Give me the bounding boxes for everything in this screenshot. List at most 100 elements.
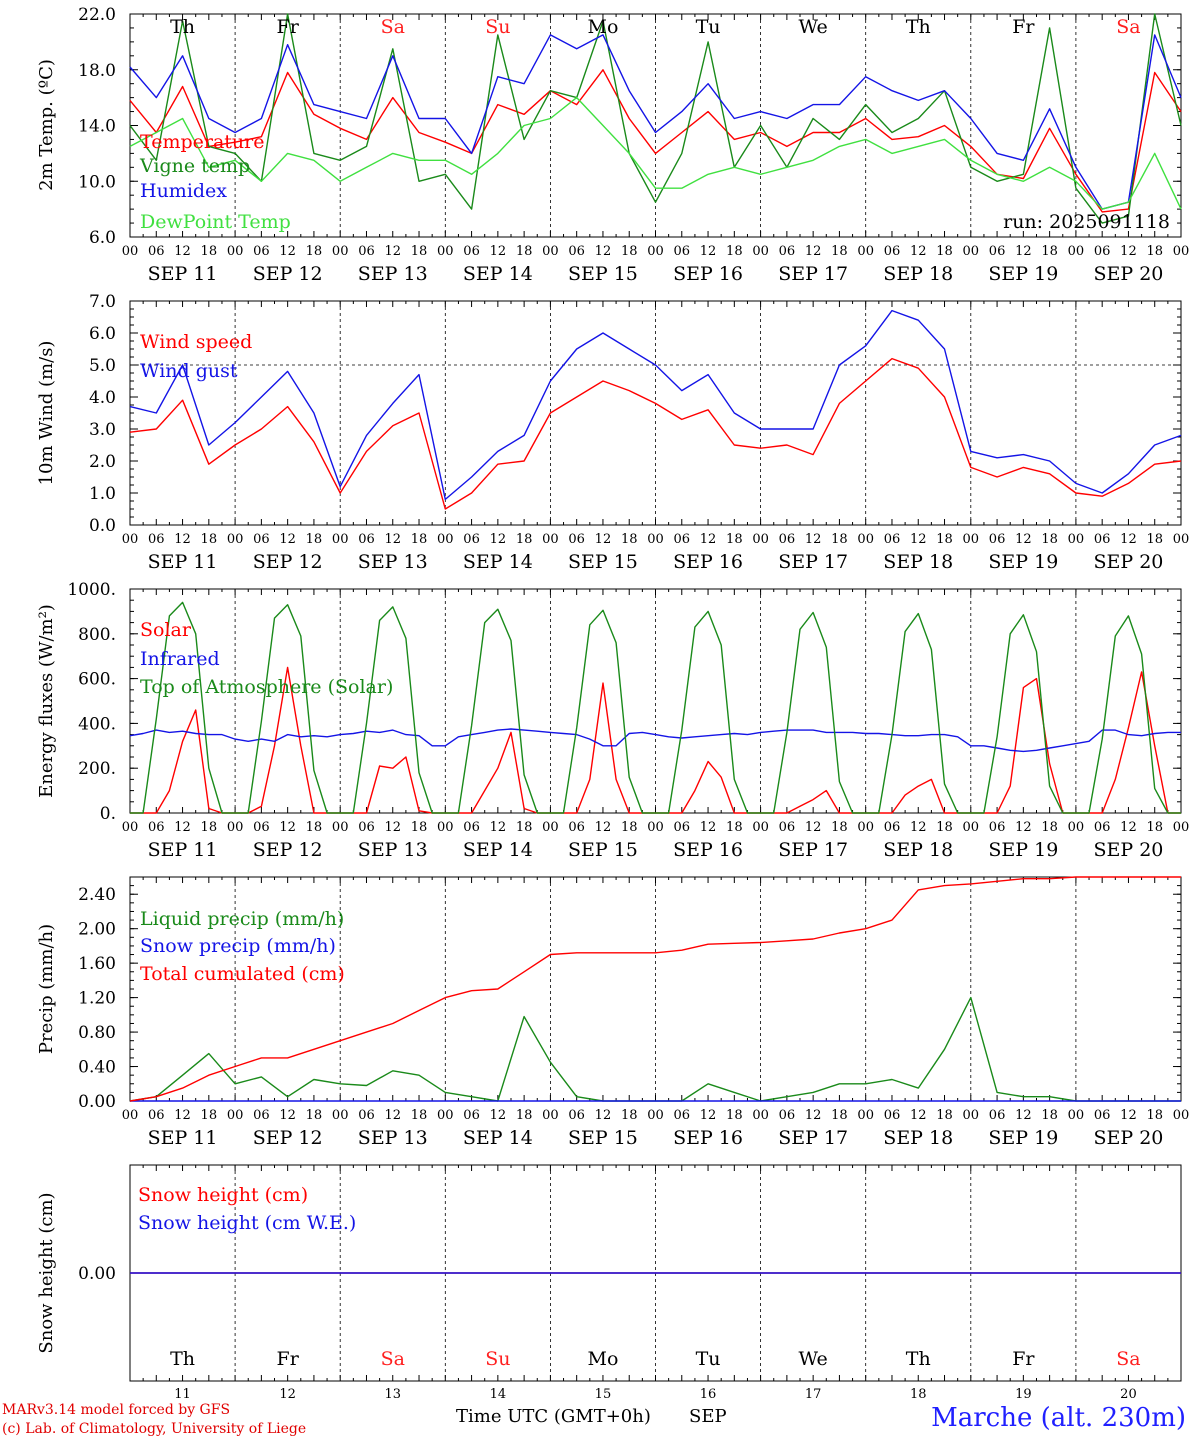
date-label: SEP 12 <box>253 839 323 861</box>
y-tick-label: 14.0 <box>78 117 116 137</box>
hour-tick-label: 12 <box>490 244 507 259</box>
hour-tick-label: 18 <box>516 532 533 547</box>
day-number-label: 15 <box>595 1387 612 1402</box>
date-label: SEP 18 <box>883 551 953 573</box>
date-label: SEP 12 <box>253 551 323 573</box>
date-label: SEP 15 <box>568 263 638 285</box>
date-label: SEP 16 <box>673 1127 743 1149</box>
y-tick-label: 0.00 <box>78 1264 116 1284</box>
hour-tick-label: 18 <box>726 1108 743 1123</box>
hour-tick-label: 00 <box>332 244 349 259</box>
hour-tick-label: 18 <box>621 1108 638 1123</box>
hour-tick-label: 00 <box>227 1108 244 1123</box>
weekday-label: Fr <box>277 1348 300 1370</box>
hour-tick-label: 12 <box>910 820 927 835</box>
y-tick-label: 22.0 <box>78 5 116 25</box>
weekday-label: Th <box>906 1348 931 1370</box>
hour-tick-label: 12 <box>384 532 401 547</box>
hour-tick-label: 00 <box>437 1108 454 1123</box>
hour-tick-label: 00 <box>857 532 874 547</box>
hour-tick-label: 00 <box>542 1108 559 1123</box>
day-number-label: 13 <box>384 1387 401 1402</box>
date-label: SEP 17 <box>778 1127 848 1149</box>
weekday-label: Tu <box>696 16 721 38</box>
hour-tick-label: 12 <box>384 1108 401 1123</box>
hour-tick-label: 06 <box>463 820 480 835</box>
hour-tick-label: 18 <box>1146 244 1163 259</box>
hour-tick-label: 06 <box>1094 1108 1111 1123</box>
hour-tick-label: 18 <box>516 244 533 259</box>
hour-tick-label: 18 <box>1041 1108 1058 1123</box>
legend-label: Total cumulated (cm) <box>140 963 345 985</box>
day-number-label: 11 <box>174 1387 191 1402</box>
y-tick-label: 600. <box>78 670 116 690</box>
legend-label: Top of Atmosphere (Solar) <box>140 676 393 698</box>
hour-tick-label: 12 <box>1015 532 1032 547</box>
date-label: SEP 19 <box>988 839 1058 861</box>
hour-tick-label: 12 <box>279 244 296 259</box>
day-number-label: 14 <box>490 1387 507 1402</box>
hour-tick-label: 12 <box>1015 1108 1032 1123</box>
hour-tick-label: 12 <box>700 1108 717 1123</box>
day-number-label: 18 <box>910 1387 927 1402</box>
hour-tick-label: 00 <box>332 820 349 835</box>
weekday-label: We <box>799 1348 828 1370</box>
y-tick-label: 0.40 <box>78 1058 116 1078</box>
hour-tick-label: 18 <box>411 820 428 835</box>
weekday-label: Mo <box>587 1348 618 1370</box>
hour-tick-label: 12 <box>910 1108 927 1123</box>
date-label: SEP 17 <box>778 839 848 861</box>
hour-tick-label: 06 <box>779 244 796 259</box>
hour-tick-label: 12 <box>1015 244 1032 259</box>
hour-tick-label: 12 <box>1120 820 1137 835</box>
hour-tick-label: 00 <box>122 820 139 835</box>
hour-tick-label: 12 <box>805 532 822 547</box>
hour-tick-label: 06 <box>674 244 691 259</box>
hour-tick-label: 00 <box>752 820 769 835</box>
series-line <box>129 13 1182 224</box>
hour-tick-label: 12 <box>490 820 507 835</box>
hour-tick-label: 12 <box>910 532 927 547</box>
hour-tick-label: 12 <box>279 820 296 835</box>
hour-tick-label: 00 <box>122 244 139 259</box>
hour-tick-label: 12 <box>279 532 296 547</box>
hour-tick-label: 00 <box>647 820 664 835</box>
hour-tick-label: 00 <box>542 532 559 547</box>
y-tick-label: 6.0 <box>89 228 116 248</box>
hour-tick-label: 06 <box>463 244 480 259</box>
day-number-label: 20 <box>1120 1387 1137 1402</box>
hour-tick-label: 06 <box>884 244 901 259</box>
date-label: SEP 18 <box>883 839 953 861</box>
hour-tick-label: 00 <box>857 244 874 259</box>
hour-tick-label: 00 <box>647 532 664 547</box>
y-tick-label: 200. <box>78 759 116 779</box>
date-label: SEP 15 <box>568 551 638 573</box>
date-label: SEP 11 <box>148 551 218 573</box>
y-axis-label: Precip (mm/h) <box>36 924 57 1054</box>
y-tick-label: 800. <box>78 625 116 645</box>
legend-label: DewPoint Temp <box>140 211 291 233</box>
hour-tick-label: 18 <box>1146 532 1163 547</box>
hour-tick-label: 00 <box>1068 1108 1085 1123</box>
y-tick-label: 0.80 <box>78 1023 116 1043</box>
date-label: SEP 14 <box>463 839 533 861</box>
hour-tick-label: 18 <box>936 244 953 259</box>
date-label: SEP 13 <box>358 263 428 285</box>
hour-tick-label: 18 <box>936 532 953 547</box>
hour-tick-label: 18 <box>726 820 743 835</box>
hour-tick-label: 00 <box>647 1108 664 1123</box>
hour-tick-label: 06 <box>1094 820 1111 835</box>
hour-tick-label: 18 <box>726 532 743 547</box>
hour-tick-label: 06 <box>358 532 375 547</box>
date-label: SEP 14 <box>463 1127 533 1149</box>
hour-tick-label: 00 <box>1068 820 1085 835</box>
hour-tick-label: 18 <box>1041 820 1058 835</box>
hour-tick-label: 06 <box>358 244 375 259</box>
panel-frame <box>129 13 1182 238</box>
hour-tick-label: 12 <box>174 532 191 547</box>
hour-tick-label: 00 <box>1173 244 1190 259</box>
hour-tick-label: 00 <box>1068 244 1085 259</box>
hour-tick-label: 18 <box>201 820 218 835</box>
date-label: SEP 11 <box>148 839 218 861</box>
hour-tick-label: 00 <box>227 820 244 835</box>
